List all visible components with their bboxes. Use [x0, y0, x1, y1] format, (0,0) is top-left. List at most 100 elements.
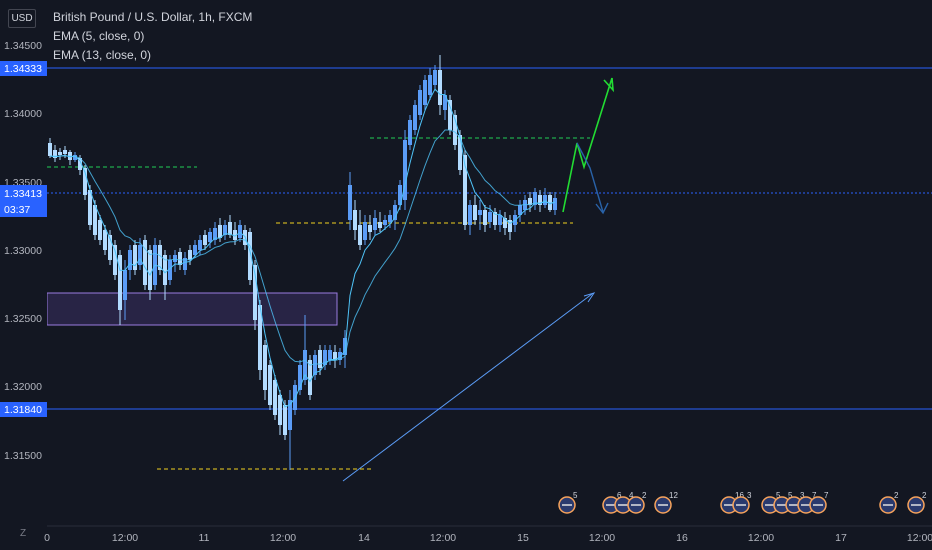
candle-body [138, 245, 142, 265]
level-badge-2: 1.31840 [4, 404, 42, 416]
event-badge[interactable]: 2 [907, 491, 927, 514]
bearish-projection-path[interactable] [576, 142, 604, 213]
candle [83, 165, 87, 200]
candle-body [468, 205, 472, 225]
candle-body [73, 155, 77, 160]
candle-body [83, 168, 87, 195]
price-tick: 1.31500 [4, 450, 42, 462]
candle-body [53, 150, 57, 158]
price-tick: 1.32500 [4, 313, 42, 325]
candle [368, 215, 372, 240]
time-label: 12:00 [430, 532, 456, 544]
candle-body [253, 265, 257, 320]
candle [73, 152, 77, 162]
candle [428, 68, 432, 100]
candle-body [493, 212, 497, 225]
candle [288, 390, 292, 470]
candle [248, 228, 252, 285]
candle [478, 200, 482, 230]
candle-body [353, 210, 357, 230]
candle-body [303, 350, 307, 380]
candle [303, 315, 307, 385]
candle [183, 252, 187, 275]
event-count: 5 [788, 491, 793, 500]
candle [308, 355, 312, 400]
time-label: 12:00 [270, 532, 296, 544]
time-axis[interactable]: 0 12:00 11 12:00 14 12:00 15 12:00 16 12:00 17 12:0… [44, 532, 932, 544]
event-badge[interactable]: 2 [879, 491, 899, 514]
indicator-ema-5[interactable]: EMA (5, close, 0) [53, 29, 145, 43]
price-axis[interactable] [0, 0, 47, 526]
event-badge[interactable]: 5 [558, 491, 578, 514]
candle [323, 345, 327, 370]
candle-countdown: 03:37 [4, 204, 30, 216]
candle-body [508, 220, 512, 232]
event-badge[interactable]: 3 [785, 491, 805, 514]
candle [108, 230, 112, 265]
event-badge[interactable]: 12 [654, 491, 678, 514]
candle-body [328, 350, 332, 360]
candle [408, 115, 412, 150]
candle-body [463, 155, 467, 225]
zoom-icon[interactable]: Z [20, 528, 27, 539]
time-label: 11 [199, 532, 210, 544]
candlestick-series [48, 55, 557, 470]
candle [93, 200, 97, 240]
event-count: 5 [776, 491, 781, 500]
candle-body [173, 255, 177, 262]
candle-body [533, 192, 537, 205]
candle [373, 210, 377, 235]
candle-body [488, 212, 492, 222]
candle-body [443, 95, 447, 110]
candle-body [238, 225, 242, 238]
candle [553, 192, 557, 215]
candle-body [388, 215, 392, 222]
candle [173, 250, 177, 272]
event-count: 4 [629, 491, 634, 500]
candle [503, 212, 507, 235]
candle-body [163, 255, 167, 285]
demand-zone-rectangle[interactable] [46, 292, 338, 326]
candle [208, 228, 212, 248]
candle-body [118, 255, 122, 310]
candle [103, 225, 107, 255]
candle-body [203, 235, 207, 245]
candle [543, 188, 547, 208]
candle-body [498, 215, 502, 225]
candle-body [438, 70, 442, 105]
currency-button[interactable]: USD [8, 9, 36, 28]
economic-events[interactable]: 5 6 4 2 12 16 3 5 5 3 7 7 2 2 [558, 491, 927, 514]
symbol-title[interactable]: British Pound / U.S. Dollar, 1h, FXCM [53, 10, 253, 24]
candle-body [483, 210, 487, 225]
candle-body [538, 195, 542, 205]
candle-body [268, 365, 272, 405]
event-count: 2 [894, 491, 899, 500]
candle-body [148, 250, 152, 290]
candle [253, 260, 257, 330]
event-badge[interactable]: 2 [627, 491, 647, 514]
candle [333, 345, 337, 368]
candle [363, 215, 367, 245]
trend-arrow-line[interactable] [342, 293, 593, 482]
candle [143, 235, 147, 290]
candle [353, 200, 357, 240]
candle-body [368, 225, 372, 232]
time-label: 12:00 [748, 532, 774, 544]
candle [198, 235, 202, 255]
candle [393, 200, 397, 230]
current-price-badge: 1.33413 [4, 188, 42, 200]
candle [483, 205, 487, 232]
event-count: 3 [747, 491, 752, 500]
bullish-projection-path[interactable] [562, 77, 613, 213]
candle [548, 192, 552, 212]
candle-body [178, 252, 182, 265]
event-badge[interactable]: 3 [732, 491, 752, 514]
candle-body [98, 220, 102, 240]
event-badge[interactable]: 7 [809, 491, 829, 514]
candle [203, 230, 207, 250]
candle [538, 190, 542, 212]
candle-body [223, 225, 227, 235]
candle-body [433, 70, 437, 85]
indicator-ema-13[interactable]: EMA (13, close, 0) [53, 48, 152, 62]
